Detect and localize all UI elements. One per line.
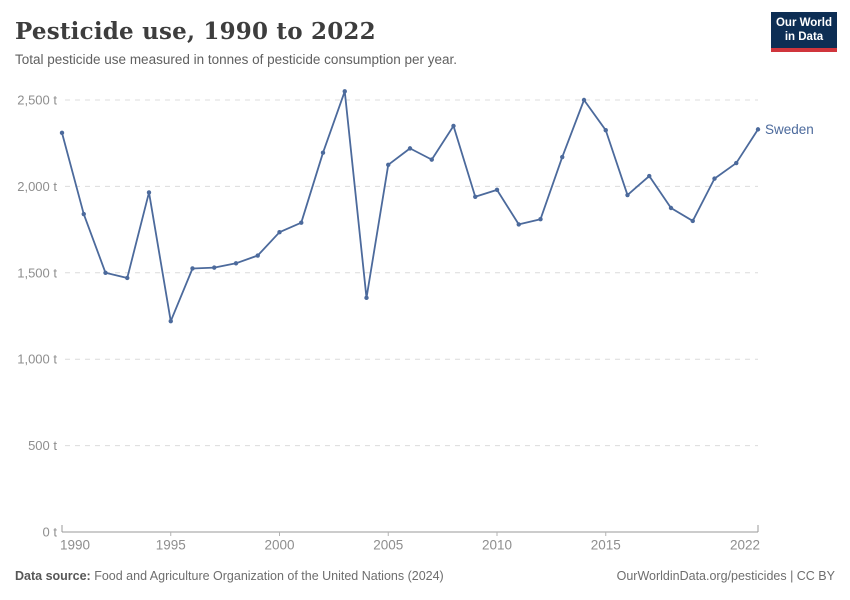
data-point[interactable] <box>364 295 369 301</box>
owid-logo-text: Our World in Data <box>771 12 837 48</box>
x-tick-label: 1990 <box>60 538 90 553</box>
data-source-label: Data source: <box>15 569 91 583</box>
chart-footer: Data source: Food and Agriculture Organi… <box>15 569 835 583</box>
data-point[interactable] <box>342 89 347 94</box>
data-line-sweden[interactable] <box>61 90 759 323</box>
owid-logo: Our World in Data <box>771 12 837 52</box>
data-point[interactable] <box>407 146 413 151</box>
data-point[interactable] <box>516 222 521 227</box>
data-point[interactable] <box>494 187 500 193</box>
chart-subtitle: Total pesticide use measured in tonnes o… <box>15 52 458 67</box>
y-tick-label: 2,500 t <box>17 93 57 108</box>
owid-logo-red-bar <box>771 47 837 52</box>
line-chart: 0 t 500 t 1,000 t 1,500 t 2,000 t 2,500 t 1990… <box>17 89 814 553</box>
data-point[interactable] <box>734 160 739 166</box>
data-point[interactable] <box>168 318 173 324</box>
data-point[interactable] <box>429 157 434 162</box>
data-point[interactable] <box>233 261 239 266</box>
data-source-note: Data source: Food and Agriculture Organi… <box>15 569 444 583</box>
credit-link[interactable]: OurWorldinData.org/pesticides | CC BY <box>616 569 835 583</box>
data-point[interactable] <box>625 192 630 198</box>
page-title: Pesticide use, 1990 to 2022 <box>15 18 376 45</box>
y-tick-label: 2,000 t <box>17 179 57 194</box>
data-point[interactable] <box>59 130 65 136</box>
y-tick-label: 0 t <box>43 525 58 540</box>
data-point[interactable] <box>255 253 260 258</box>
data-point[interactable] <box>668 205 674 211</box>
data-point[interactable] <box>212 265 217 270</box>
series-label-sweden[interactable]: Sweden <box>765 122 814 137</box>
data-point[interactable] <box>690 218 695 224</box>
data-point[interactable] <box>125 275 130 281</box>
data-point[interactable] <box>473 194 478 199</box>
owid-logo-line1: Our World <box>775 17 832 29</box>
data-point[interactable] <box>190 266 195 271</box>
x-tick-label: 2022 <box>730 538 760 553</box>
owid-logo-line2: in Data <box>784 31 824 44</box>
data-point[interactable] <box>81 211 86 217</box>
x-tick-label: 2005 <box>373 538 403 553</box>
data-point[interactable] <box>712 176 717 181</box>
y-tick-label: 1,000 t <box>17 352 57 367</box>
data-point[interactable] <box>277 229 282 235</box>
data-point[interactable] <box>560 154 565 160</box>
data-point[interactable] <box>103 270 108 275</box>
x-tick-label: 2015 <box>591 538 621 553</box>
data-source-text: Food and Agriculture Organization of the… <box>90 569 444 583</box>
data-point[interactable] <box>146 190 152 195</box>
data-point[interactable] <box>603 128 608 133</box>
data-point[interactable] <box>647 173 652 179</box>
x-tick-label: 1995 <box>156 538 186 553</box>
data-point[interactable] <box>299 220 304 225</box>
y-tick-label: 500 t <box>28 438 57 453</box>
data-point[interactable] <box>755 127 761 132</box>
data-point[interactable] <box>581 97 587 103</box>
data-point[interactable] <box>451 123 456 129</box>
data-point[interactable] <box>386 162 391 167</box>
y-tick-label: 1,500 t <box>17 265 57 280</box>
x-tick-label: 2000 <box>264 538 294 553</box>
data-point[interactable] <box>538 217 543 222</box>
data-point[interactable] <box>320 150 326 155</box>
x-tick-label: 2010 <box>482 538 512 553</box>
